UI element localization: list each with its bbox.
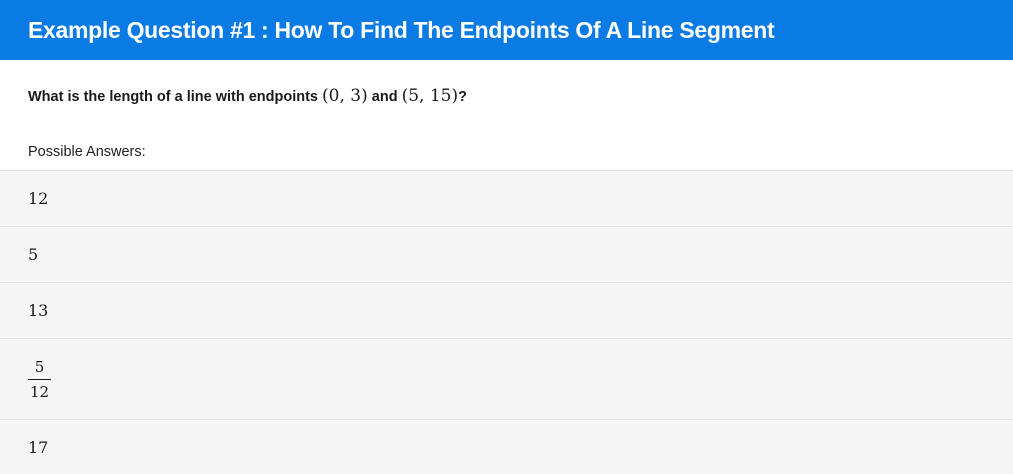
page-title: Example Question #1 : How To Find The En…: [28, 16, 775, 43]
answer-option-1[interactable]: 12: [0, 171, 1013, 227]
answer-value: 12: [28, 189, 49, 208]
possible-answers-label: Possible Answers:: [28, 144, 146, 160]
answer-option-4[interactable]: 5 12: [0, 339, 1013, 420]
fraction-numerator: 5: [34, 357, 45, 376]
endpoint-b: (5, 15): [401, 86, 459, 106]
question-text-middle: and: [367, 89, 402, 105]
answer-value: 17: [28, 437, 49, 457]
question-prompt: What is the length of a line with endpoi…: [0, 60, 1013, 144]
answer-value: 13: [28, 301, 49, 320]
endpoint-a: (0, 3): [322, 86, 368, 106]
answer-option-2[interactable]: 5: [0, 227, 1013, 283]
fraction-denominator: 12: [28, 378, 52, 401]
answer-fraction: 5 12: [28, 357, 52, 401]
answer-option-5[interactable]: 17: [0, 420, 1013, 474]
question-text-after: ?: [458, 89, 467, 105]
question-text-before: What is the length of a line with endpoi…: [28, 89, 323, 105]
answer-value: 5: [28, 245, 39, 264]
header-bar: Example Question #1 : How To Find The En…: [0, 0, 1013, 60]
answer-option-3[interactable]: 13: [0, 283, 1013, 339]
answer-list: 12 5 13 5 12 17: [0, 170, 1013, 474]
